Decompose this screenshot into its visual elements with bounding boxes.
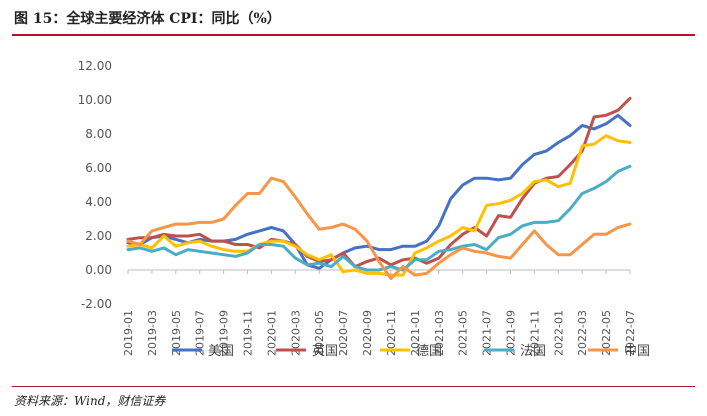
- y-tick-label: 10.00: [78, 93, 112, 107]
- legend-label: 德国: [416, 344, 442, 359]
- legend-label: 英国: [312, 344, 338, 359]
- x-tick-label: 2020-07: [337, 310, 350, 356]
- x-tick-label: 2022-03: [576, 310, 589, 356]
- x-tick-label: 2019-03: [146, 310, 159, 356]
- line-chart: 12.00 10.00 8.00 6.00 4.00 2.00 0.00 -2.00 2019…: [78, 59, 650, 359]
- x-tick-label: 2020-03: [289, 310, 302, 356]
- x-tick-label: 2019-01: [122, 310, 135, 356]
- y-tick-label: 2.00: [85, 229, 112, 243]
- x-tick-label: 2021-05: [457, 310, 470, 356]
- y-tick-label: -2.00: [81, 297, 112, 311]
- x-tick-label: 2021-11: [528, 310, 541, 356]
- x-tick-label: 2021-03: [433, 310, 446, 356]
- legend-label: 法国: [520, 344, 546, 359]
- x-tick-label: 2019-11: [242, 310, 255, 356]
- y-tick-label: 12.00: [78, 59, 112, 73]
- x-tick-label: 2019-09: [218, 310, 231, 356]
- x-tick-label: 2021-07: [481, 310, 494, 356]
- x-tick-label: 2022-07: [624, 310, 637, 356]
- x-tick-label: 2020-09: [361, 310, 374, 356]
- x-tick-label: 2022-05: [600, 310, 613, 356]
- figure-title: 图 15：全球主要经济体 CPI：同比（%）: [14, 11, 281, 27]
- x-tick-label: 2021-01: [409, 310, 422, 356]
- series-line-3: [126, 134, 632, 277]
- x-tick-label: 2020-05: [313, 310, 326, 356]
- x-tick-label: 2022-01: [552, 310, 565, 356]
- source-note: 资料来源：Wind，财信证券: [14, 394, 166, 408]
- x-tick-label: 2019-05: [170, 310, 183, 356]
- series-line-1: [126, 113, 632, 270]
- series-line-4: [126, 164, 632, 272]
- x-tick-label: 2020-01: [265, 310, 278, 356]
- x-tick-label: 2019-07: [194, 310, 207, 356]
- series-line-2: [126, 96, 632, 269]
- legend-label: 美国: [208, 344, 234, 359]
- y-tick-label: 0.00: [85, 263, 112, 277]
- y-tick-label: 4.00: [85, 195, 112, 209]
- title-divider: [12, 34, 695, 36]
- footer-divider: [12, 386, 695, 387]
- y-tick-label: 6.00: [85, 161, 112, 175]
- x-tick-label: 2020-11: [385, 310, 398, 356]
- series-line-5: [126, 176, 632, 280]
- y-tick-label: 8.00: [85, 127, 112, 141]
- legend-label: 中国: [624, 344, 650, 359]
- x-tick-label: 2021-09: [504, 310, 517, 356]
